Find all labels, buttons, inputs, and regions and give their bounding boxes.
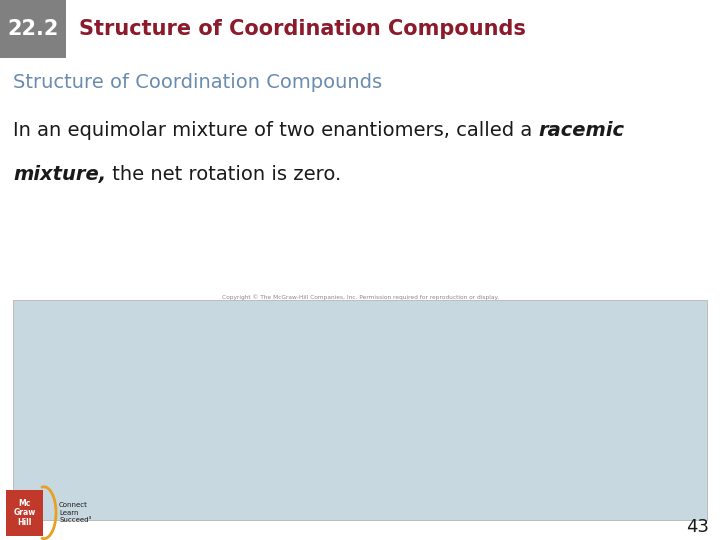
Text: Structure of Coordination Compounds: Structure of Coordination Compounds (13, 73, 382, 92)
Bar (0, 0, 66, 58)
Text: In an equimolar mixture of two enantiomers, called a: In an equimolar mixture of two enantiome… (13, 122, 539, 140)
Text: mixture,: mixture, (13, 165, 106, 184)
Text: Structure of Coordination Compounds: Structure of Coordination Compounds (79, 19, 526, 39)
Bar (6, 490, 43, 536)
Text: Copyright © The McGraw-Hill Companies, Inc. Permission required for reproduction: Copyright © The McGraw-Hill Companies, I… (222, 294, 498, 300)
Text: Mc
Graw
Hill: Mc Graw Hill (14, 498, 35, 527)
Text: the net rotation is zero.: the net rotation is zero. (106, 165, 341, 184)
Text: Connect
Learn
Succeed³: Connect Learn Succeed³ (59, 502, 91, 523)
Text: 43: 43 (686, 518, 709, 536)
Bar (13, 300, 707, 520)
Text: racemic: racemic (539, 122, 624, 140)
Text: 22.2: 22.2 (7, 19, 59, 39)
